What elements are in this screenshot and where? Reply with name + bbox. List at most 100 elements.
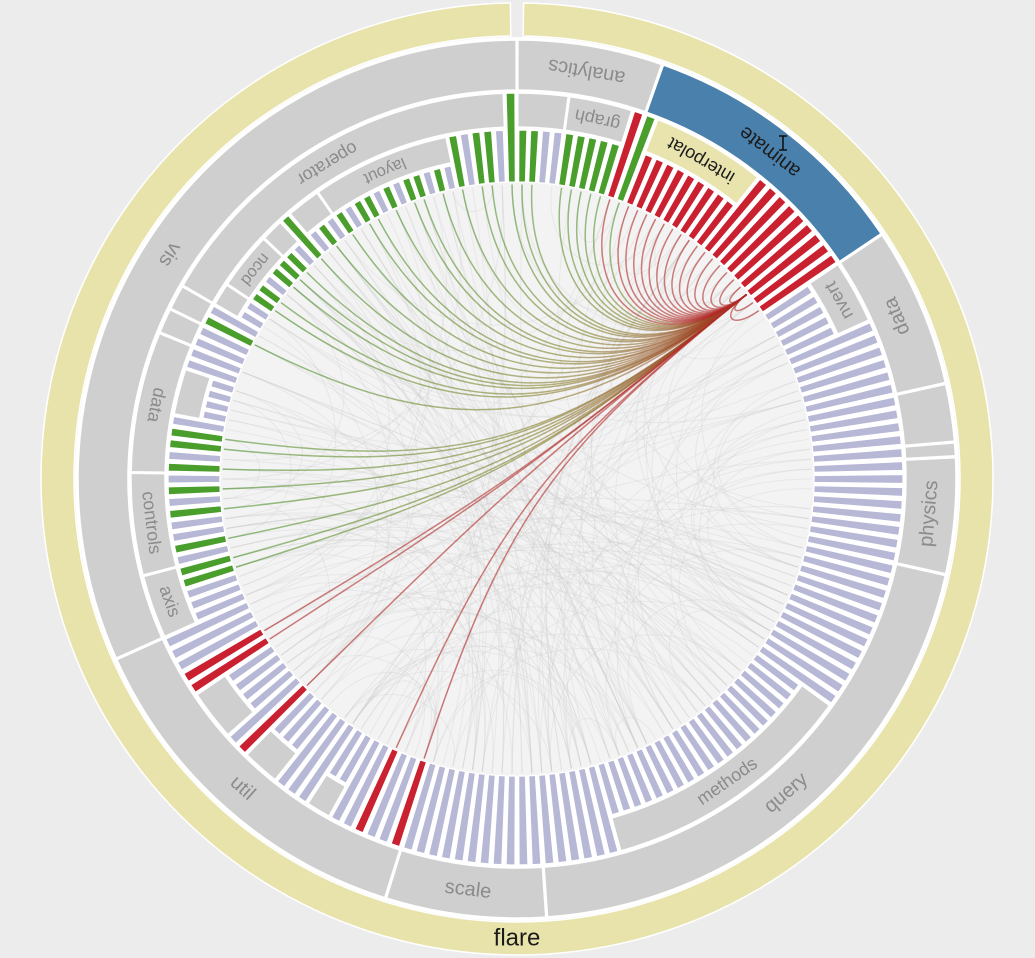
class-segment[interactable] xyxy=(783,326,836,357)
class-segment[interactable] xyxy=(330,738,382,823)
class-segment[interactable] xyxy=(813,484,904,498)
class-segment[interactable] xyxy=(686,716,726,766)
class-segment[interactable] xyxy=(811,504,903,524)
class-segment[interactable] xyxy=(795,345,884,385)
class-segment[interactable] xyxy=(537,130,552,185)
class-segment[interactable] xyxy=(277,258,302,282)
class-segment[interactable] xyxy=(606,110,644,200)
class-segment[interactable] xyxy=(695,199,735,248)
class-segment[interactable] xyxy=(325,216,348,242)
class-segment[interactable] xyxy=(801,554,891,588)
class-segment[interactable] xyxy=(625,751,654,805)
class-segment[interactable] xyxy=(281,697,324,744)
subpackage-arc-heap[interactable] xyxy=(306,773,347,818)
subpackage-arc-filter[interactable] xyxy=(263,221,300,258)
subpackage-arc-encoder[interactable] xyxy=(226,238,284,300)
class-segment[interactable] xyxy=(505,775,517,866)
class-segment[interactable] xyxy=(661,173,696,225)
class-segment[interactable] xyxy=(343,204,364,230)
class-segment[interactable] xyxy=(334,210,356,236)
class-segment[interactable] xyxy=(732,213,806,282)
class-segment[interactable] xyxy=(710,186,778,261)
class-segment[interactable] xyxy=(732,676,778,720)
class-segment[interactable] xyxy=(810,421,901,444)
class-segment[interactable] xyxy=(739,223,814,290)
class-segment[interactable] xyxy=(702,178,768,254)
class-segment[interactable] xyxy=(757,644,838,705)
class-segment[interactable] xyxy=(547,131,563,186)
class-segment[interactable] xyxy=(365,751,409,839)
class-segment[interactable] xyxy=(270,266,295,290)
class-segment[interactable] xyxy=(763,285,814,322)
class-segment[interactable] xyxy=(769,627,852,683)
class-segment[interactable] xyxy=(778,610,864,660)
class-segment[interactable] xyxy=(390,758,428,848)
class-segment[interactable] xyxy=(670,728,706,779)
class-segment[interactable] xyxy=(206,389,233,404)
class-segment[interactable] xyxy=(725,204,797,275)
class-segment[interactable] xyxy=(634,158,665,211)
class-segment[interactable] xyxy=(169,514,224,531)
class-segment[interactable] xyxy=(169,427,224,444)
class-segment[interactable] xyxy=(517,775,529,866)
class-segment[interactable] xyxy=(167,494,222,508)
arc-label-scale[interactable]: scale xyxy=(444,876,493,903)
class-segment[interactable] xyxy=(567,769,594,860)
class-segment[interactable] xyxy=(338,733,373,785)
class-segment[interactable] xyxy=(402,761,438,852)
class-segment[interactable] xyxy=(587,764,619,855)
class-segment[interactable] xyxy=(806,534,897,562)
class-segment[interactable] xyxy=(297,722,356,803)
class-segment[interactable] xyxy=(812,494,904,511)
class-segment[interactable] xyxy=(678,186,716,236)
package-arc-scale[interactable] xyxy=(385,849,547,919)
subpackage-arc-layout[interactable] xyxy=(317,136,453,215)
class-segment[interactable] xyxy=(811,434,903,454)
class-segment[interactable] xyxy=(317,222,339,248)
class-segment[interactable] xyxy=(170,610,256,660)
class-segment[interactable] xyxy=(342,743,391,829)
class-segment[interactable] xyxy=(189,582,243,611)
class-segment[interactable] xyxy=(547,772,568,864)
class-segment[interactable] xyxy=(774,305,825,339)
class-segment[interactable] xyxy=(415,764,447,855)
class-segment[interactable] xyxy=(577,136,598,191)
class-segment[interactable] xyxy=(787,321,875,366)
class-segment[interactable] xyxy=(812,447,904,464)
class-segment[interactable] xyxy=(791,582,880,625)
package-arc-data[interactable] xyxy=(839,234,947,395)
class-segment[interactable] xyxy=(778,315,831,348)
class-segment[interactable] xyxy=(178,554,233,577)
class-segment[interactable] xyxy=(505,92,517,183)
class-segment[interactable] xyxy=(328,728,364,779)
class-segment[interactable] xyxy=(577,767,607,858)
class-segment[interactable] xyxy=(804,544,895,575)
class-segment[interactable] xyxy=(804,383,895,414)
class-segment[interactable] xyxy=(616,755,643,809)
class-segment[interactable] xyxy=(745,233,822,297)
class-segment[interactable] xyxy=(557,132,575,187)
class-segment[interactable] xyxy=(447,134,467,189)
subpackage-arc-graph[interactable] xyxy=(564,95,633,144)
root-label[interactable]: flare xyxy=(494,924,541,951)
class-segment[interactable] xyxy=(164,601,251,649)
class-segment[interactable] xyxy=(272,690,316,736)
class-segment[interactable] xyxy=(167,484,221,496)
root-arc-flare[interactable] xyxy=(40,2,994,956)
class-segment[interactable] xyxy=(471,131,487,186)
class-segment[interactable] xyxy=(245,301,271,322)
class-segment[interactable] xyxy=(625,153,654,207)
class-segment[interactable] xyxy=(795,573,884,613)
class-segment[interactable] xyxy=(769,295,820,331)
class-segment[interactable] xyxy=(643,163,676,215)
class-segment[interactable] xyxy=(185,358,239,385)
class-segment[interactable] xyxy=(670,179,706,230)
class-segment[interactable] xyxy=(189,347,243,376)
class-segment[interactable] xyxy=(661,733,696,785)
class-segment[interactable] xyxy=(442,165,457,191)
class-segment[interactable] xyxy=(276,710,339,788)
class-segment[interactable] xyxy=(466,772,487,864)
class-segment[interactable] xyxy=(517,129,528,183)
subpackage-arc-operator[interactable] xyxy=(182,92,506,304)
class-segment[interactable] xyxy=(176,619,260,672)
